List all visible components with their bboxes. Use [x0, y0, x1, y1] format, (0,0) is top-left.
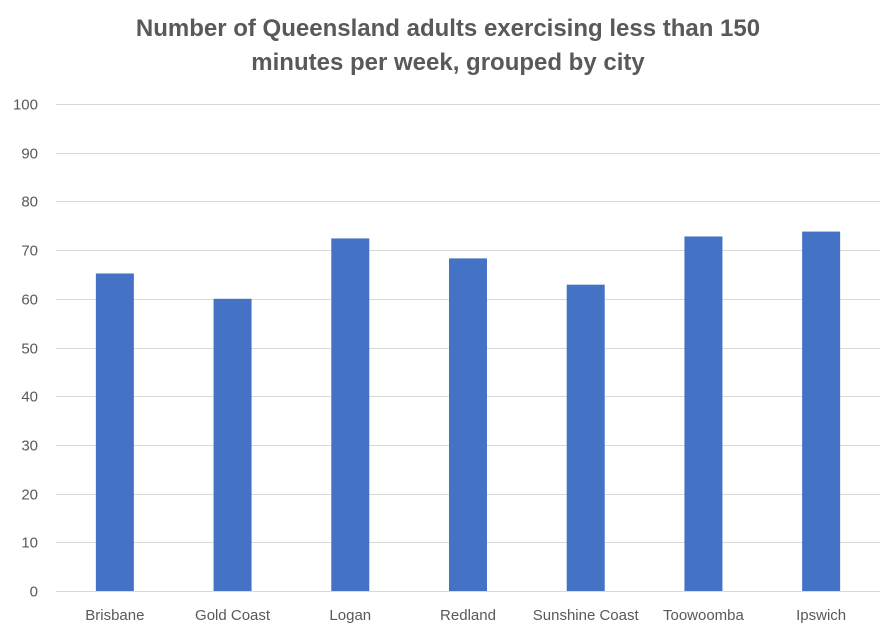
- bar: [684, 236, 723, 591]
- bar: [566, 284, 605, 591]
- x-category-label: Logan: [329, 607, 371, 624]
- y-tick-label: 20: [21, 487, 38, 504]
- y-tick-label: 60: [21, 292, 38, 309]
- y-tick-label: 0: [30, 584, 38, 601]
- y-tick-label: 90: [21, 146, 38, 163]
- bar: [213, 298, 252, 591]
- y-tick-label: 30: [21, 438, 38, 455]
- y-tick-label: 40: [21, 389, 38, 406]
- y-tick-label: 100: [13, 97, 38, 114]
- bar: [95, 273, 134, 591]
- bar: [331, 238, 370, 591]
- y-tick-label: 50: [21, 341, 38, 358]
- y-tick-label: 70: [21, 243, 38, 260]
- x-category-label: Gold Coast: [195, 607, 271, 624]
- chart-title-line-2: minutes per week, grouped by city: [251, 49, 645, 76]
- x-category-label: Sunshine Coast: [533, 607, 640, 624]
- y-tick-label: 80: [21, 194, 38, 211]
- x-category-label: Toowoomba: [663, 607, 745, 624]
- y-tick-label: 10: [21, 535, 38, 552]
- bar: [449, 258, 487, 591]
- chart-title: Number of Queensland adults exercising l…: [0, 12, 896, 80]
- bar: [802, 231, 841, 591]
- x-category-label: Redland: [440, 607, 496, 624]
- x-category-label: Brisbane: [85, 607, 144, 624]
- chart-title-line-1: Number of Queensland adults exercising l…: [135, 15, 761, 42]
- x-category-label: Ipswich: [796, 607, 846, 624]
